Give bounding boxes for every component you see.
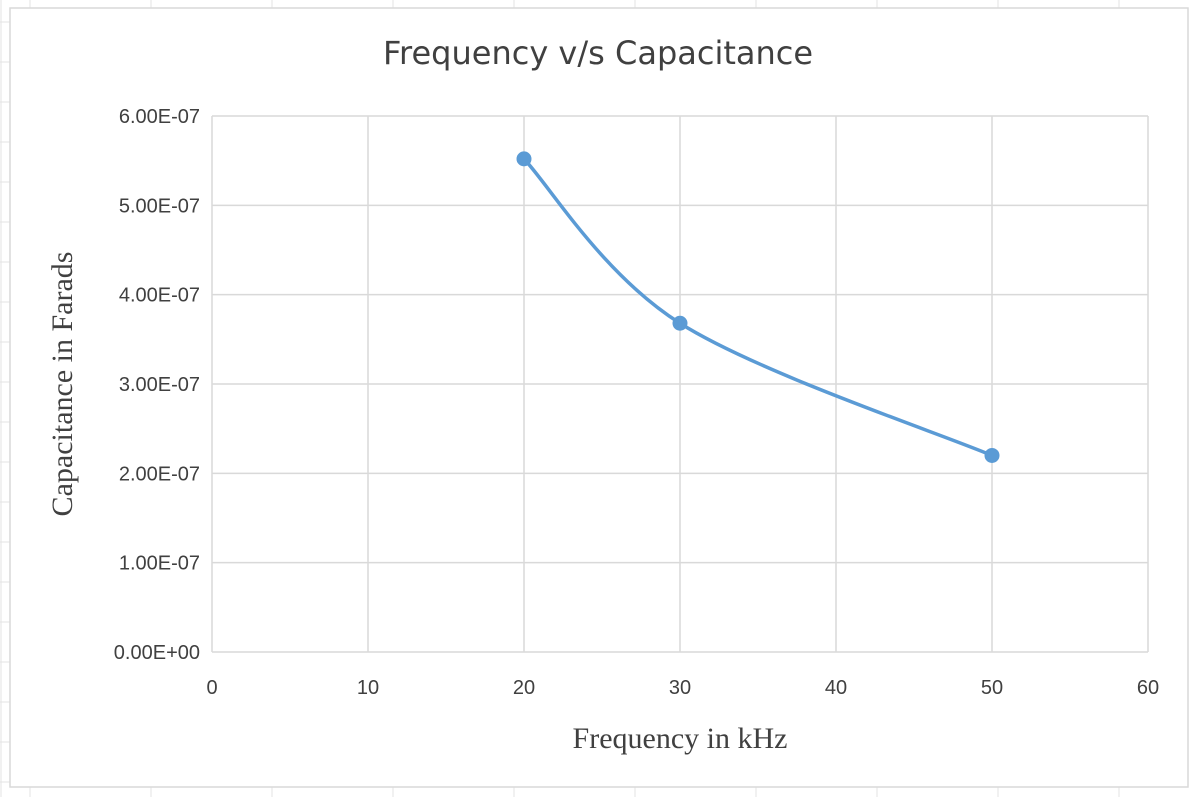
x-tick-label: 50 (981, 677, 1003, 699)
y-tick-label: 4.00E-07 (119, 285, 200, 307)
y-axis-title: Capacitance in Farads (46, 252, 79, 517)
y-tick-label: 0.00E+00 (114, 642, 200, 664)
y-axis-ticks: 0.00E+00 1.00E-07 2.00E-07 3.00E-07 4.00E-07… (114, 106, 200, 664)
data-point (672, 315, 688, 331)
x-tick-label: 40 (825, 677, 847, 699)
chart-title: Frequency v/s Capacitance (383, 34, 813, 72)
x-tick-label: 30 (669, 677, 691, 699)
y-tick-label: 1.00E-07 (119, 553, 200, 575)
y-tick-label: 5.00E-07 (119, 195, 200, 217)
x-tick-label: 10 (357, 677, 379, 699)
x-axis-title: Frequency in kHz (573, 722, 788, 755)
plot-grid (211, 115, 1149, 653)
y-tick-label: 3.00E-07 (119, 374, 200, 396)
data-point (516, 151, 532, 167)
y-tick-label: 6.00E-07 (119, 106, 200, 128)
series-group (516, 151, 1000, 463)
y-tick-label: 2.00E-07 (119, 463, 200, 485)
series-line (522, 157, 994, 458)
x-tick-label: 60 (1137, 677, 1159, 699)
data-point (984, 447, 1000, 463)
x-tick-label: 20 (513, 677, 535, 699)
x-axis-ticks: 0 10 20 30 40 50 60 (206, 677, 1159, 699)
x-tick-label: 0 (206, 677, 217, 699)
